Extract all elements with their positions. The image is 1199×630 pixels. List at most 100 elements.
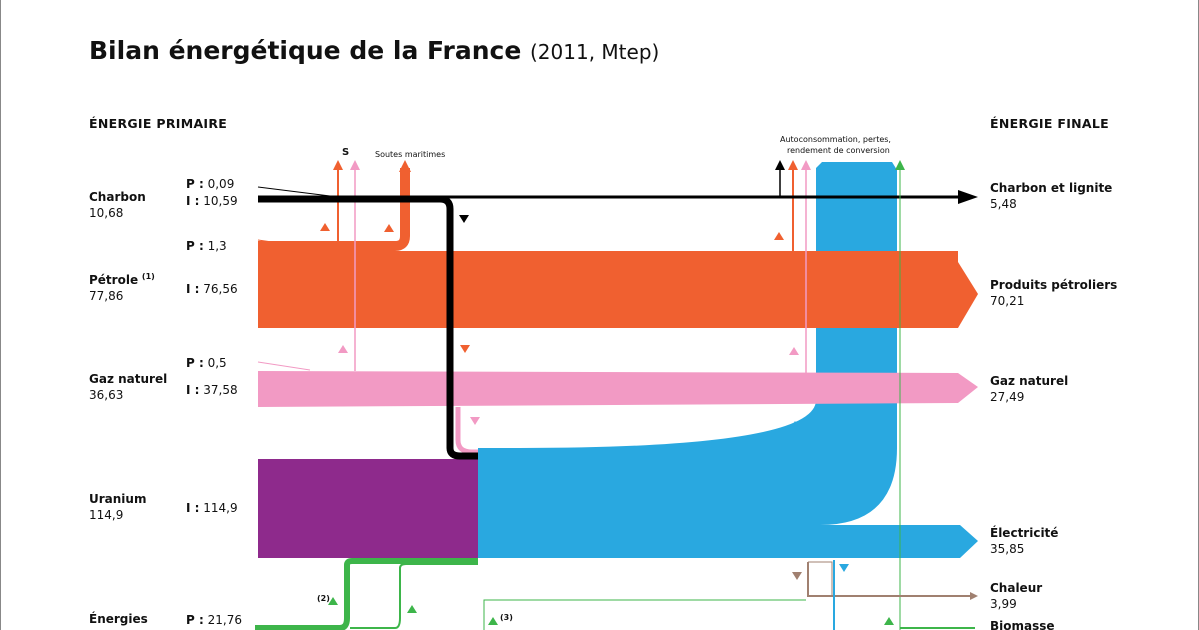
primary-uranium-name: Uranium bbox=[89, 492, 147, 506]
tri-green-2 bbox=[407, 605, 417, 613]
charbon-p-value: 0,09 bbox=[207, 177, 235, 191]
final-petrole: Produits pétroliers 70,21 bbox=[990, 277, 1117, 309]
annotation-note2: (2) bbox=[317, 594, 330, 603]
final-petrole-name: Produits pétroliers bbox=[990, 278, 1118, 292]
annotation-auto-line1: Autoconsommation, pertes, bbox=[780, 135, 891, 144]
final-electricite-name: Électricité bbox=[990, 526, 1059, 540]
renewables-heat-line bbox=[483, 599, 806, 630]
frame-border-left bbox=[0, 0, 1, 630]
prefix-i: I : bbox=[186, 383, 200, 397]
final-charbon: Charbon et lignite 5,48 bbox=[990, 180, 1112, 212]
primary-gaz-name: Gaz naturel bbox=[89, 372, 168, 386]
final-petrole-value: 70,21 bbox=[990, 294, 1025, 308]
petrole-main-band bbox=[258, 251, 958, 328]
final-electricite: Électricité 35,85 bbox=[990, 525, 1058, 557]
chaleur-flow bbox=[807, 562, 975, 597]
s-arrow-orange bbox=[333, 160, 343, 170]
primary-petrole: Pétrole (1) 77,86 bbox=[89, 269, 155, 304]
primary-uranium-value: 114,9 bbox=[89, 508, 124, 522]
charbon-import: I : 10,59 bbox=[186, 193, 238, 209]
s-arrow-pink bbox=[350, 160, 360, 170]
primary-charbon-name: Charbon bbox=[89, 190, 146, 204]
primary-gaz-value: 36,63 bbox=[89, 388, 124, 402]
renewables-to-electricity bbox=[255, 558, 478, 630]
charbon-production: P : 0,09 bbox=[186, 176, 234, 192]
final-charbon-value: 5,48 bbox=[990, 197, 1017, 211]
final-biomasse: Biomasse bbox=[990, 618, 1055, 630]
charbon-i-value: 10,59 bbox=[203, 194, 238, 208]
primary-petrole-name: Pétrole bbox=[89, 273, 139, 287]
electricity-bottom-band bbox=[478, 448, 820, 525]
enr-production: P : 21,76 bbox=[186, 612, 242, 628]
gaz-production: P : 0,5 bbox=[186, 355, 227, 371]
auto-arrow-black bbox=[775, 160, 785, 170]
final-energy-header: ÉNERGIE FINALE bbox=[990, 116, 1109, 131]
tri-black-down bbox=[459, 215, 469, 223]
electricity-output-arrow bbox=[478, 525, 978, 558]
charbon-arrow-head bbox=[958, 190, 978, 204]
prefix-p: P : bbox=[186, 239, 204, 253]
enr-p-value: 21,76 bbox=[207, 613, 242, 627]
prefix-i: I : bbox=[186, 282, 200, 296]
uranium-flow bbox=[258, 459, 478, 558]
final-electricite-value: 35,85 bbox=[990, 542, 1025, 556]
final-chaleur-value: 3,99 bbox=[990, 597, 1017, 611]
charbon-to-electricity bbox=[258, 195, 478, 460]
tri-orange-2 bbox=[384, 224, 394, 232]
petrole-import: I : 76,56 bbox=[186, 281, 238, 297]
soutes-arrow bbox=[399, 160, 411, 172]
primary-uranium: Uranium 114,9 bbox=[89, 491, 146, 523]
primary-charbon-value: 10,68 bbox=[89, 206, 124, 220]
primary-charbon: Charbon 10,68 bbox=[89, 189, 146, 221]
final-chaleur-name: Chaleur bbox=[990, 581, 1043, 595]
chaleur-box bbox=[808, 561, 833, 596]
primary-petrole-note: (1) bbox=[141, 272, 155, 281]
gaz-p-value: 0,5 bbox=[207, 356, 227, 370]
petrole-production: P : 1,3 bbox=[186, 238, 227, 254]
primary-petrole-value: 77,86 bbox=[89, 289, 124, 303]
uranium-to-electricity bbox=[478, 448, 538, 558]
electricity-vertical bbox=[478, 162, 897, 525]
auto-arrow-orange bbox=[788, 160, 798, 170]
final-chaleur: Chaleur 3,99 bbox=[990, 580, 1042, 612]
primary-enr: Énergies bbox=[89, 611, 148, 627]
final-biomasse-name: Biomasse bbox=[990, 619, 1055, 630]
prefix-i: I : bbox=[186, 501, 200, 515]
gaz-production-line bbox=[257, 361, 311, 371]
tri-orange-3 bbox=[774, 232, 784, 240]
prefix-p: P : bbox=[186, 356, 204, 370]
tri-blue bbox=[790, 421, 800, 429]
title-subtitle: (2011, Mtep) bbox=[530, 40, 660, 64]
tri-orange-1 bbox=[320, 223, 330, 231]
final-gaz-value: 27,49 bbox=[990, 390, 1025, 404]
tri-blue-down bbox=[839, 564, 849, 572]
tri-orange-down bbox=[460, 345, 470, 353]
petrole-i-value: 76,56 bbox=[203, 282, 238, 296]
tri-brown-down bbox=[792, 572, 802, 580]
prefix-i: I : bbox=[186, 194, 200, 208]
gaz-to-electricity bbox=[455, 407, 478, 455]
tri-pink-down bbox=[470, 417, 480, 425]
prefix-p: P : bbox=[186, 177, 204, 191]
renewables-branch-2 bbox=[350, 563, 478, 629]
tri-pink-1 bbox=[338, 345, 348, 353]
prefix-p: P : bbox=[186, 613, 204, 627]
gaz-i-value: 37,58 bbox=[203, 383, 238, 397]
tri-green-4 bbox=[884, 617, 894, 625]
title-text: Bilan énergétique de la France bbox=[89, 36, 522, 65]
primary-gaz: Gaz naturel 36,63 bbox=[89, 371, 167, 403]
annotation-auto-line2: rendement de conversion bbox=[787, 146, 890, 155]
annotation-note3: (3) bbox=[500, 613, 513, 622]
annotation-s: S bbox=[342, 147, 350, 158]
uranium-import: I : 114,9 bbox=[186, 500, 238, 516]
gaz-import: I : 37,58 bbox=[186, 382, 238, 398]
charbon-production-line bbox=[257, 186, 331, 197]
uranium-i-value: 114,9 bbox=[203, 501, 238, 515]
final-gaz: Gaz naturel 27,49 bbox=[990, 373, 1068, 405]
primary-enr-name: Énergies bbox=[89, 612, 148, 626]
auto-arrow-pink bbox=[801, 160, 811, 170]
final-gaz-name: Gaz naturel bbox=[990, 374, 1069, 388]
final-charbon-name: Charbon et lignite bbox=[990, 181, 1113, 195]
